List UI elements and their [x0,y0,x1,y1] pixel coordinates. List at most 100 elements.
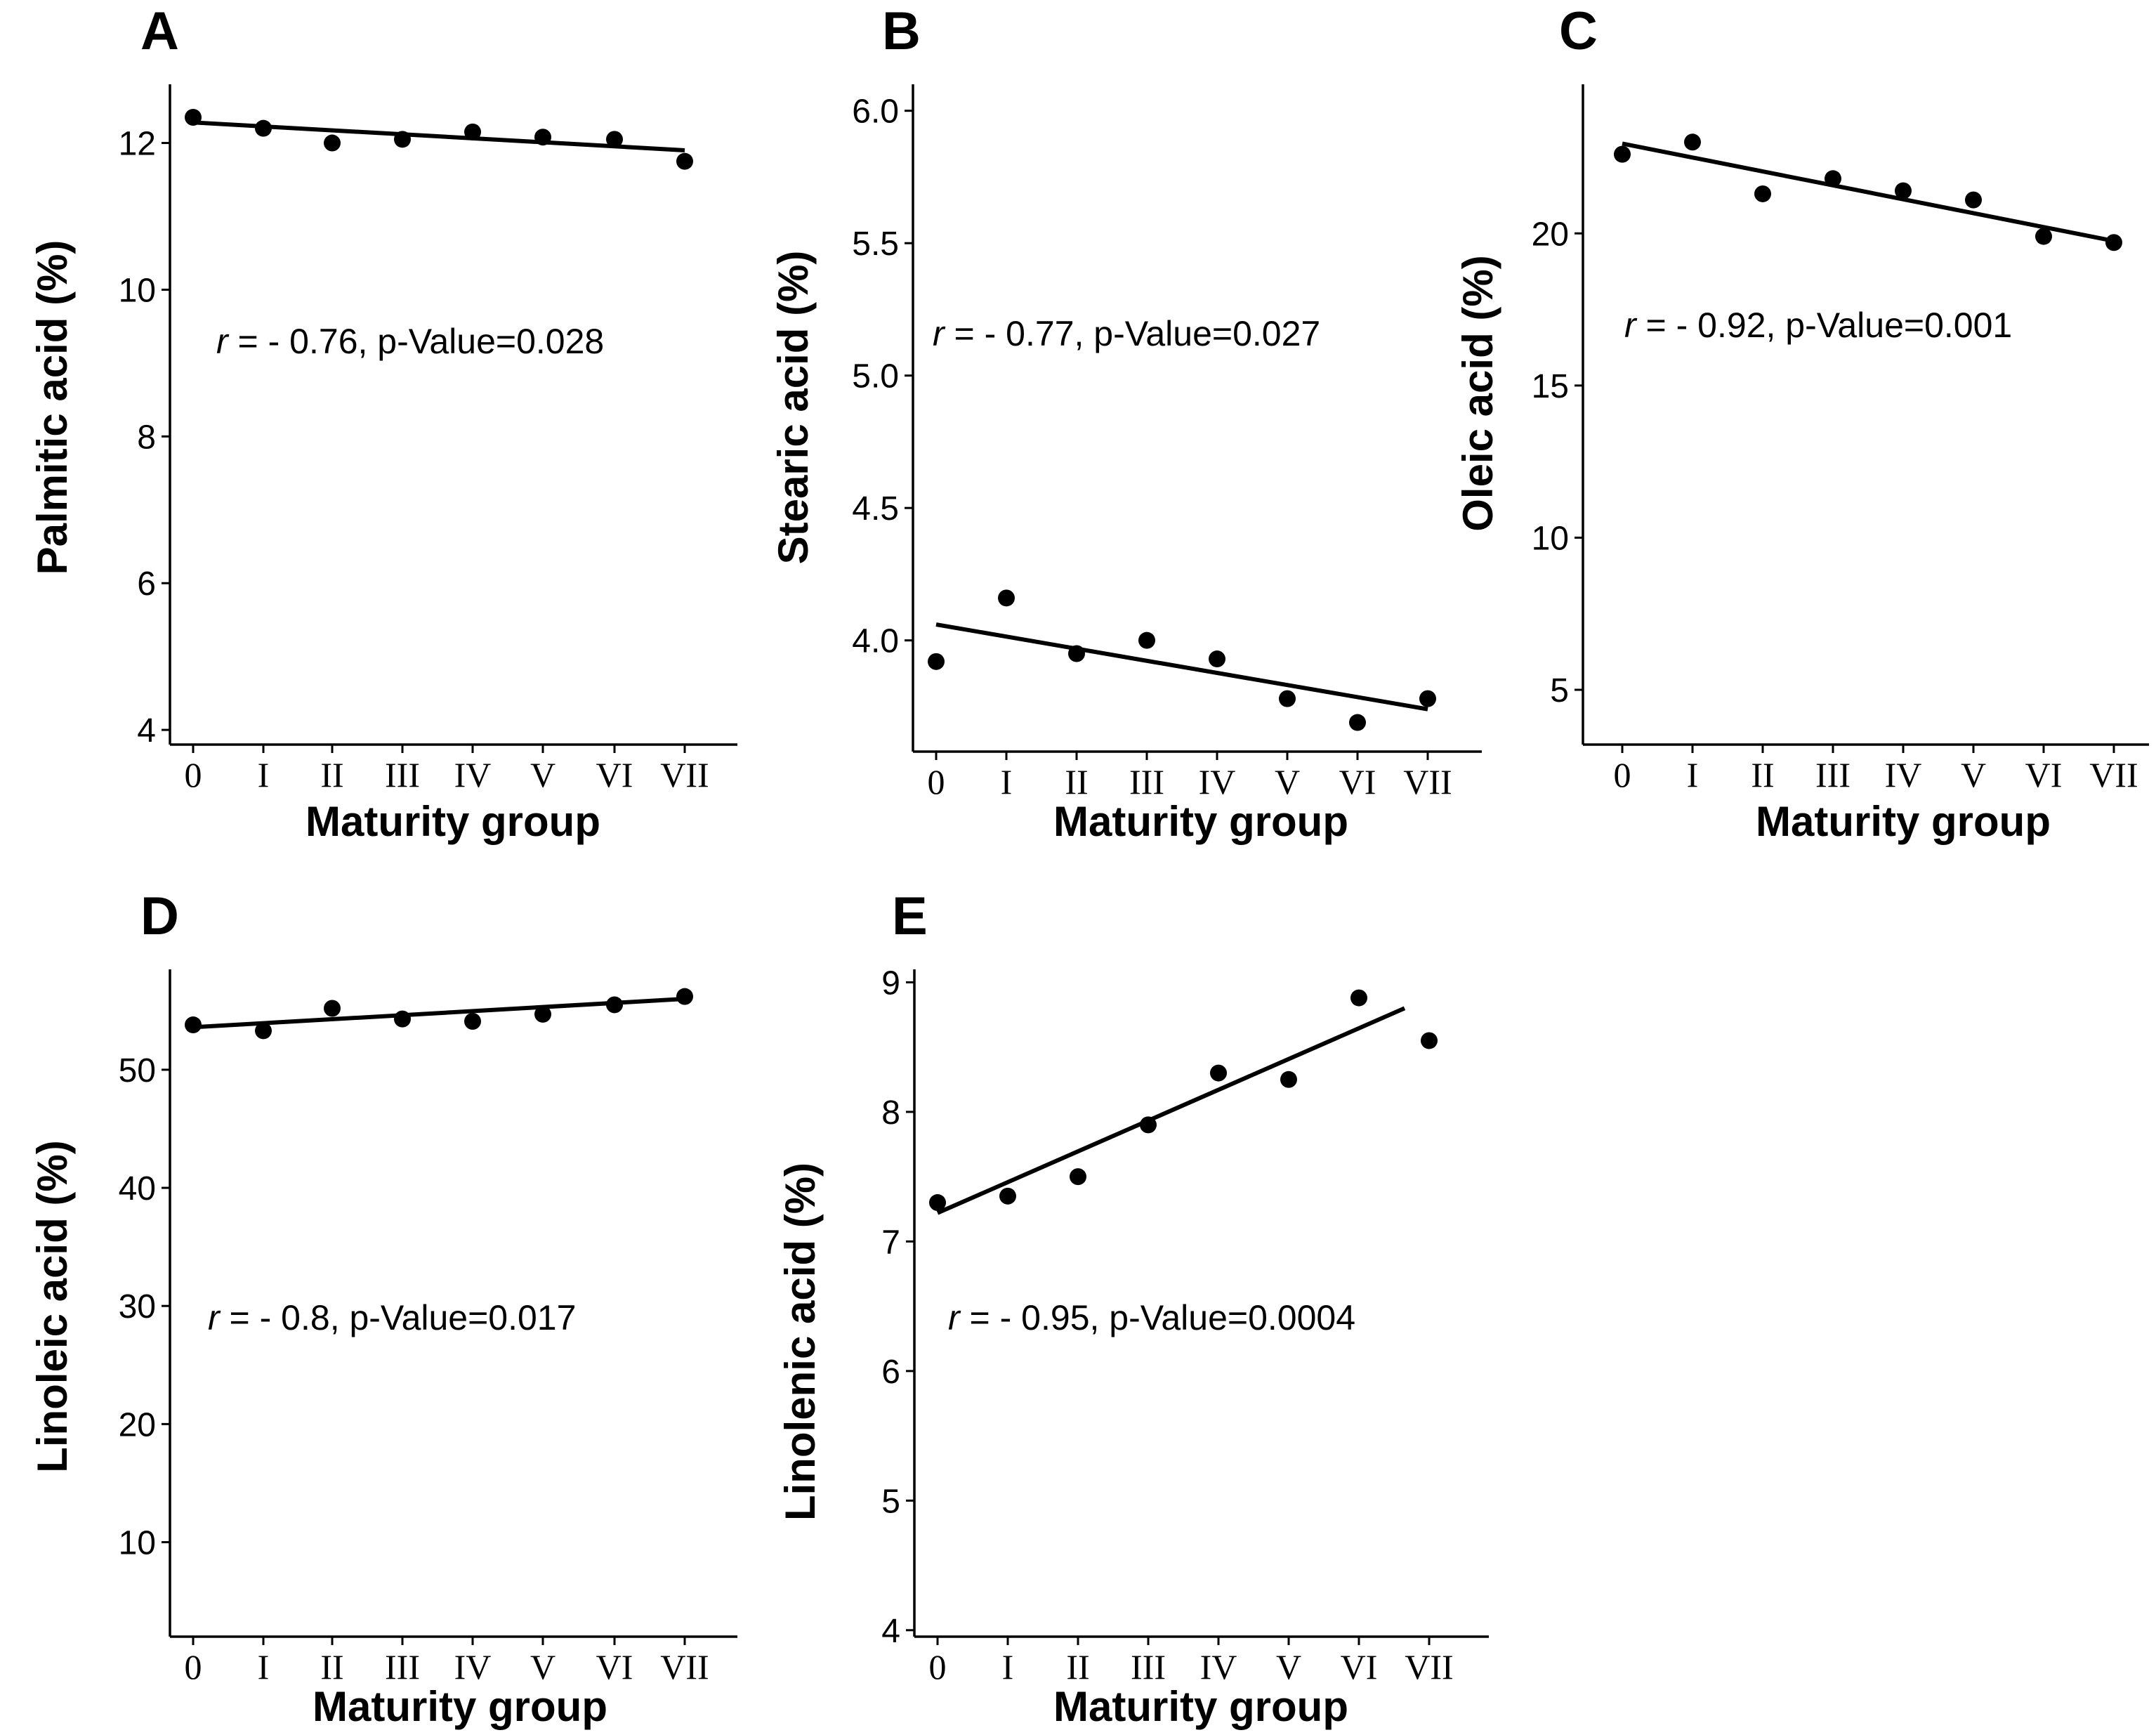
data-point [1965,191,1982,209]
y-tick-label: 4.0 [852,623,899,660]
x-tick-label: IV [454,755,492,794]
x-tick-label: 0 [185,755,202,794]
y-tick-label: 4 [881,1613,900,1650]
r-symbol: r [933,314,946,353]
y-tick-label: 20 [1532,216,1569,253]
y-tick-label: 5.5 [852,225,899,263]
data-point [464,123,481,140]
correlation-annotation: r = - 0.95, p-Value=0.0004 [948,1298,1355,1337]
stat-text: = - 0.76, p-Value=0.028 [228,322,605,361]
x-tick-label: IV [1885,755,1922,794]
data-point [534,129,551,146]
y-tick-label: 8 [137,419,156,456]
x-tick-label: VI [596,1647,633,1687]
x-tick-label: V [1276,1647,1301,1687]
data-point [606,996,623,1014]
x-tick-label: I [258,755,270,794]
data-point [928,653,945,670]
x-tick-label: IV [454,1647,492,1687]
x-tick-label: I [1002,1647,1014,1687]
data-point [464,1012,481,1030]
y-tick-label: 30 [119,1288,156,1325]
data-point [2105,234,2122,251]
y-tick-label: 15 [1532,368,1569,405]
x-tick-label: III [385,755,420,794]
data-point [324,134,341,152]
x-tick-label: IV [1200,1647,1237,1687]
y-tick-label: 9 [881,964,900,1002]
y-tick-label: 4 [137,712,156,749]
y-tick-label: 10 [119,1524,156,1562]
r-symbol: r [216,322,230,361]
data-point [185,1016,202,1034]
y-tick-label: 4.5 [852,490,899,528]
regression-line [935,622,1428,712]
data-point [1421,1032,1438,1049]
x-tick-label: VII [1403,762,1452,801]
data-point [1419,690,1436,707]
x-tick-label: 0 [928,762,945,801]
data-point [394,131,411,148]
y-axis-label: Linolenic acid (%) [777,1163,824,1521]
data-point [534,1005,551,1023]
y-tick-label: 5 [881,1483,900,1520]
data-point [1684,133,1701,151]
x-tick-label: V [530,1647,556,1687]
y-tick-label: 8 [881,1094,900,1132]
data-point [676,152,693,170]
y-tick-label: 7 [881,1224,900,1261]
data-point [1210,1064,1227,1082]
regression-line [1622,141,2115,244]
panel-letter: D [140,886,179,946]
panel-letter: C [1559,1,1598,61]
stat-text: = - 0.95, p-Value=0.0004 [960,1298,1355,1337]
y-tick-label: 5 [1550,672,1569,709]
x-tick-label: 0 [929,1647,947,1687]
data-point [255,119,272,137]
y-axis-label: Oleic acid (%) [1454,255,1501,531]
stat-text: = - 0.77, p-Value=0.027 [945,314,1321,353]
correlation-annotation: r = - 0.77, p-Value=0.027 [933,314,1320,353]
x-axis-label: Maturity group [305,798,600,845]
data-point [1140,1116,1157,1134]
y-axis-label: Stearic acid (%) [770,251,817,565]
data-point [1138,631,1155,649]
y-tick-label: 40 [119,1170,156,1207]
x-tick-label: I [1001,762,1013,801]
y-tick-label: 10 [1532,520,1569,557]
data-point [394,1010,411,1028]
x-tick-label: II [1066,1647,1089,1687]
x-tick-label: II [320,755,343,794]
data-point [1280,1071,1297,1088]
x-tick-label: 0 [185,1647,202,1687]
x-tick-label: VI [2025,755,2063,794]
data-point [2035,228,2052,245]
regression-line [192,120,685,152]
x-tick-label: VI [1341,1647,1378,1687]
panel-letter: B [882,1,921,61]
data-point [999,1187,1016,1205]
x-tick-label: V [1961,755,1986,794]
y-axis-label: Palmitic acid (%) [29,240,76,575]
panel-letter: A [140,1,179,61]
data-point [998,589,1015,607]
data-point [1614,145,1631,163]
correlation-annotation: r = - 0.8, p-Value=0.017 [208,1298,576,1337]
y-axis-label: Linoleic acid (%) [29,1140,76,1472]
x-tick-label: II [320,1647,343,1687]
data-point [255,1022,272,1040]
data-point [1279,690,1296,707]
correlation-annotation: r = - 0.92, p-Value=0.001 [1624,306,2012,345]
stat-text: = - 0.8, p-Value=0.017 [220,1298,577,1337]
y-tick-label: 6 [881,1354,900,1391]
y-tick-label: 10 [119,272,156,309]
x-tick-label: VII [1405,1647,1453,1687]
x-tick-label: VII [660,755,709,794]
data-point [676,988,693,1005]
y-tick-label: 12 [119,126,156,163]
data-point [1349,714,1366,731]
